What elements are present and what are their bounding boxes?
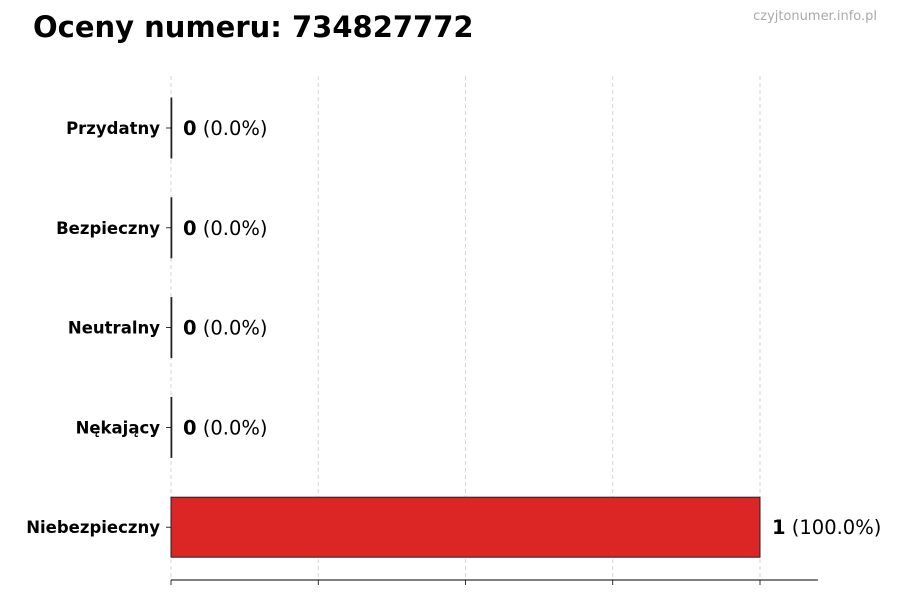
bar-neutralny — [170, 297, 173, 359]
data-label-count: 1 — [772, 516, 786, 539]
y-tick-label: Bezpieczny — [56, 219, 160, 238]
bar-przydatny — [170, 97, 173, 159]
data-label-percent: (0.0%) — [197, 117, 268, 140]
data-label: 1 (100.0%) — [772, 516, 881, 539]
data-label: 0 (0.0%) — [183, 217, 268, 240]
watermark: czyjtonumer.info.pl — [753, 9, 877, 24]
y-tick-label: Przydatny — [66, 119, 160, 138]
data-label-count: 0 — [183, 317, 197, 340]
data-label-percent: (100.0%) — [786, 516, 882, 539]
data-label-percent: (0.0%) — [197, 416, 268, 439]
data-label-percent: (0.0%) — [197, 217, 268, 240]
chart-title: Oceny numeru: 734827772 — [33, 10, 474, 44]
data-label-percent: (0.0%) — [197, 317, 268, 340]
data-label-count: 0 — [183, 416, 197, 439]
data-label: 0 (0.0%) — [183, 416, 268, 439]
data-label-count: 0 — [183, 217, 197, 240]
bar-niebezpieczny — [170, 496, 761, 558]
y-tick-label: Neutralny — [68, 319, 160, 338]
y-tick-label: Niebezpieczny — [26, 518, 160, 537]
bar-nękający — [170, 396, 173, 458]
y-tick-label: Nękający — [76, 418, 161, 437]
data-label: 0 (0.0%) — [183, 117, 268, 140]
data-label: 0 (0.0%) — [183, 317, 268, 340]
data-label-count: 0 — [183, 117, 197, 140]
bar-bezpieczny — [170, 197, 173, 259]
